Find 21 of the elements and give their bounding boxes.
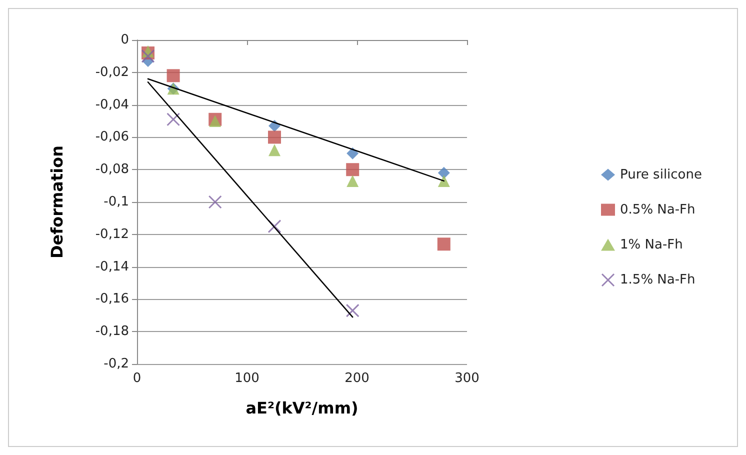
y-tick-label: -0,14 bbox=[95, 259, 129, 274]
y-tick-label: 0 bbox=[120, 32, 129, 48]
x-tick-label: 0 bbox=[132, 371, 142, 386]
legend-label: 1.5% Na-Fh bbox=[620, 272, 696, 288]
y-tick-label: -0,12 bbox=[95, 226, 129, 242]
x-tick-label: 100 bbox=[234, 371, 260, 386]
y-tick-label: -0,2 bbox=[104, 356, 129, 372]
x-tick-label: 200 bbox=[344, 371, 370, 386]
y-tick-label: -0,06 bbox=[95, 130, 129, 145]
y-tick-label: -0,08 bbox=[95, 162, 129, 178]
legend-label: 0.5% Na-Fh bbox=[620, 202, 696, 218]
y-tick-label: -0,1 bbox=[104, 194, 129, 210]
legend-label: 1% Na-Fh bbox=[620, 237, 683, 252]
y-tick-label: -0,02 bbox=[95, 64, 129, 80]
x-tick-label: 300 bbox=[454, 371, 480, 386]
legend-label: Pure silicone bbox=[620, 167, 702, 182]
x-axis-title: aE²(kV²/mm) bbox=[246, 398, 358, 418]
y-axis-title: Deformation bbox=[48, 146, 66, 258]
y-tick-label: -0,04 bbox=[95, 97, 129, 112]
y-tick-label: -0,18 bbox=[95, 324, 129, 340]
y-tick-label: -0,16 bbox=[95, 292, 129, 307]
